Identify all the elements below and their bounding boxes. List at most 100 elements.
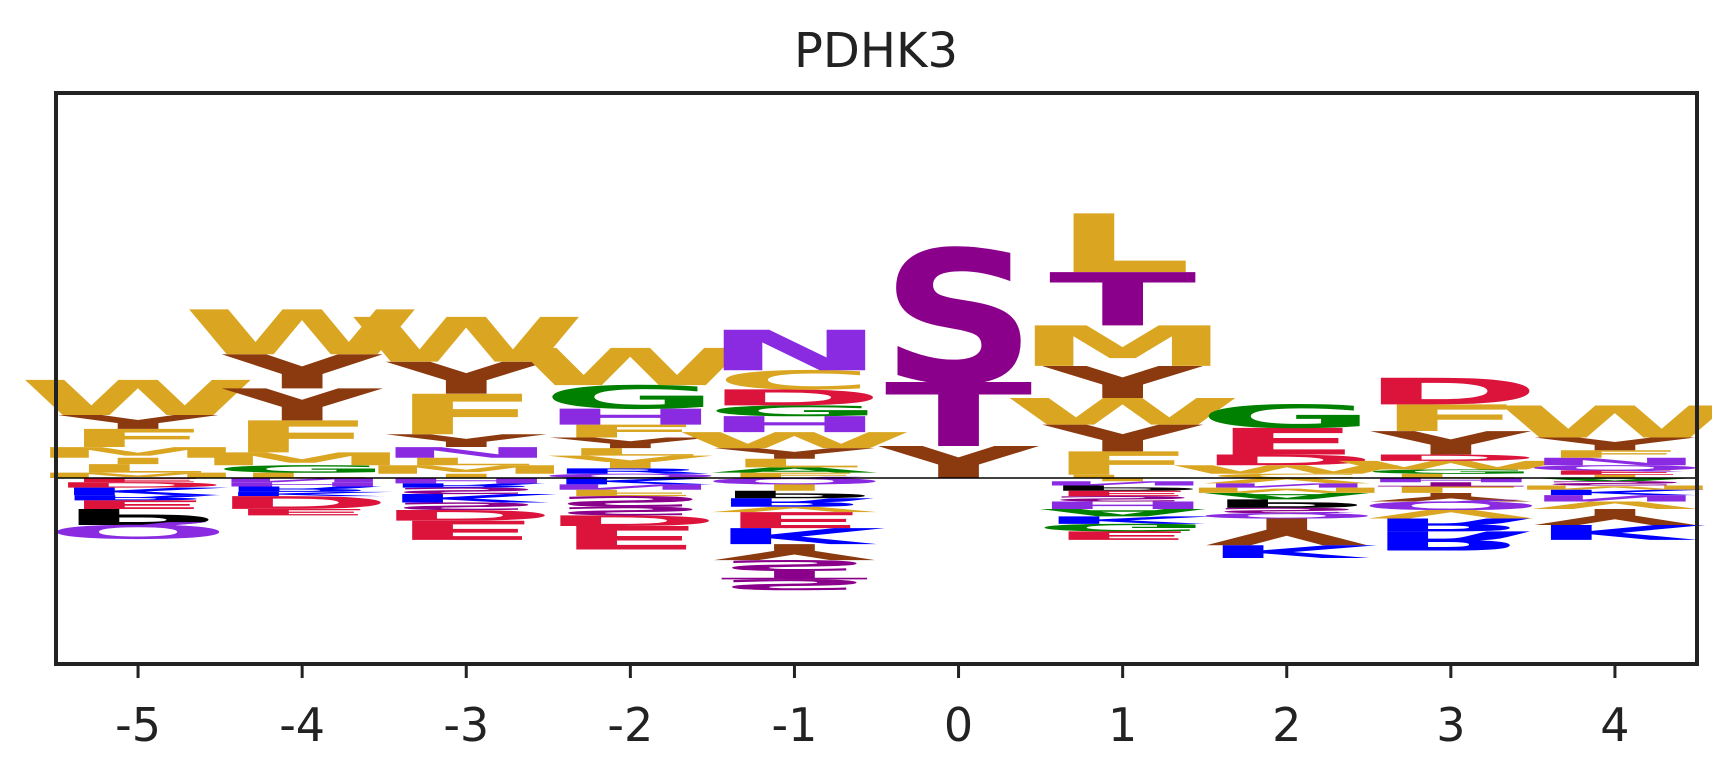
- logo-letter-n: N: [540, 483, 721, 491]
- logo-letter-y: Y: [1370, 425, 1532, 463]
- logo-letter-m: M: [194, 449, 409, 469]
- logo-letter-k: K: [1203, 541, 1378, 561]
- x-tick-label: -2: [607, 698, 653, 752]
- logo-letter-l: L: [397, 456, 535, 468]
- logo-letter-g: G: [541, 379, 719, 417]
- logo-letter-g: G: [1362, 468, 1540, 475]
- logo-letter-m: M: [1015, 315, 1230, 380]
- logo-letter-y: Y: [877, 437, 1039, 488]
- logo-letter-f: F: [228, 412, 376, 463]
- logo-letter-n: N: [1032, 480, 1213, 487]
- logo-letter-f: F: [1049, 445, 1197, 483]
- logo-letter-m: M: [1179, 486, 1394, 494]
- logo-letter-w: W: [183, 297, 422, 369]
- logo-letter-f: F: [556, 421, 704, 441]
- logo-letter-k: K: [54, 485, 229, 497]
- logo-letter-v: V: [1531, 499, 1699, 511]
- logo-letter-f: F: [64, 424, 212, 453]
- logo-letter-t: T: [1377, 481, 1525, 488]
- logo-letter-n: N: [704, 319, 885, 384]
- logo-letter-n: N: [212, 477, 393, 484]
- logo-letter-t: T: [885, 365, 1033, 467]
- x-tick-label: 1: [1108, 698, 1137, 752]
- logo-letter-w: W: [1003, 391, 1242, 434]
- x-tick-label: -1: [772, 698, 818, 752]
- logo-letter-s: S: [716, 576, 872, 593]
- logo-letter-e: E: [228, 507, 376, 517]
- logo-letter-m: M: [1507, 484, 1712, 491]
- logo-letter-y: Y: [57, 411, 219, 433]
- logo-letter-t: T: [1049, 258, 1197, 343]
- logo-letter-e: E: [1049, 529, 1197, 543]
- logo-letter-y: Y: [713, 445, 875, 462]
- logo-letter-l: L: [1054, 197, 1192, 291]
- plot-frame: [54, 91, 1699, 666]
- logo-letter-s: S: [1209, 506, 1365, 514]
- logo-letter-c: C: [1207, 473, 1366, 480]
- logo-letter-h: H: [704, 412, 885, 438]
- logo-letter-q: Q: [702, 476, 886, 486]
- logo-letter-d: D: [540, 512, 720, 529]
- logo-letter-f: F: [556, 488, 704, 498]
- logo-letter-e: E: [720, 507, 868, 533]
- logo-letter-d: D: [212, 492, 392, 512]
- logo-letter-h: H: [212, 481, 393, 488]
- logo-letter-r: R: [219, 485, 386, 493]
- logo-letter-s: S: [552, 493, 708, 510]
- logo-letter-e: E: [392, 514, 540, 545]
- logo-letter-i: I: [754, 482, 835, 492]
- logo-letter-k: K: [1531, 488, 1706, 496]
- logo-letter-n: N: [1524, 493, 1705, 503]
- logo-letter-e: E: [1213, 421, 1361, 464]
- logo-letter-y: Y: [1370, 490, 1532, 504]
- logo-letter-y: Y: [1041, 417, 1203, 460]
- logo-letter-d: D: [705, 385, 885, 411]
- x-axis: -5 -4 -3 -2 -1 0 1 2 3 4: [115, 664, 1630, 752]
- chart-title: PDHK3: [794, 23, 958, 79]
- logo-letter-f: F: [1377, 397, 1525, 440]
- logo-letter-l: L: [233, 471, 371, 479]
- logo-letter-l: L: [561, 446, 699, 458]
- logo-letter-p: P: [1043, 484, 1202, 492]
- x-tick-label: 3: [1436, 698, 1465, 752]
- logo-letter-r: R: [1367, 514, 1534, 534]
- logo-letter-r: R: [711, 495, 878, 509]
- logo-letter-y: Y: [549, 435, 711, 452]
- logo-letter-s: S: [881, 213, 1037, 426]
- logo-letter-y: Y: [713, 539, 875, 565]
- logo-letter-m: M: [30, 471, 245, 479]
- logo-letter-d: D: [1361, 453, 1541, 463]
- logo-letter-q: Q: [46, 520, 230, 542]
- logo-letter-s: S: [716, 557, 872, 574]
- logo-letter-q: Q: [1359, 499, 1543, 513]
- x-tick-label: 4: [1600, 698, 1629, 752]
- logo-letter-e: E: [1049, 489, 1197, 497]
- logo-letter-t: T: [721, 568, 869, 582]
- logo-letter-e: E: [556, 518, 704, 556]
- logo-letter-p: P: [1207, 497, 1366, 511]
- logo-letter-l: L: [1382, 473, 1520, 480]
- logo-letter-y: Y: [221, 345, 383, 399]
- logo-letter-l: L: [1382, 484, 1520, 494]
- logo-letter-a: A: [711, 466, 879, 474]
- x-tick-label: 0: [944, 698, 973, 752]
- logo-letter-y: Y: [1534, 504, 1696, 530]
- logo-letter-i: I: [1082, 477, 1163, 482]
- logo-letter-w: W: [347, 305, 586, 377]
- logo-letter-s: S: [388, 500, 544, 512]
- logo-letter-e: E: [64, 498, 212, 512]
- logo-letter-l: L: [1054, 474, 1192, 479]
- logo-letter-l: L: [725, 457, 863, 471]
- logo-letter-y: Y: [385, 431, 547, 451]
- logo-letter-h: H: [376, 476, 557, 484]
- logo-letter-p: P: [715, 488, 874, 500]
- x-tick-label: -3: [443, 698, 489, 752]
- logo-letter-i: I: [590, 460, 671, 470]
- logo-letter-f: F: [1541, 448, 1689, 460]
- logo-letter-e: E: [64, 477, 212, 484]
- logo-letter-h: H: [540, 404, 721, 430]
- logo-letter-v: V: [1203, 476, 1371, 484]
- logo-letter-f: F: [392, 383, 540, 448]
- logo-letter-n: N: [1196, 482, 1377, 489]
- logo-letter-f: F: [720, 471, 868, 479]
